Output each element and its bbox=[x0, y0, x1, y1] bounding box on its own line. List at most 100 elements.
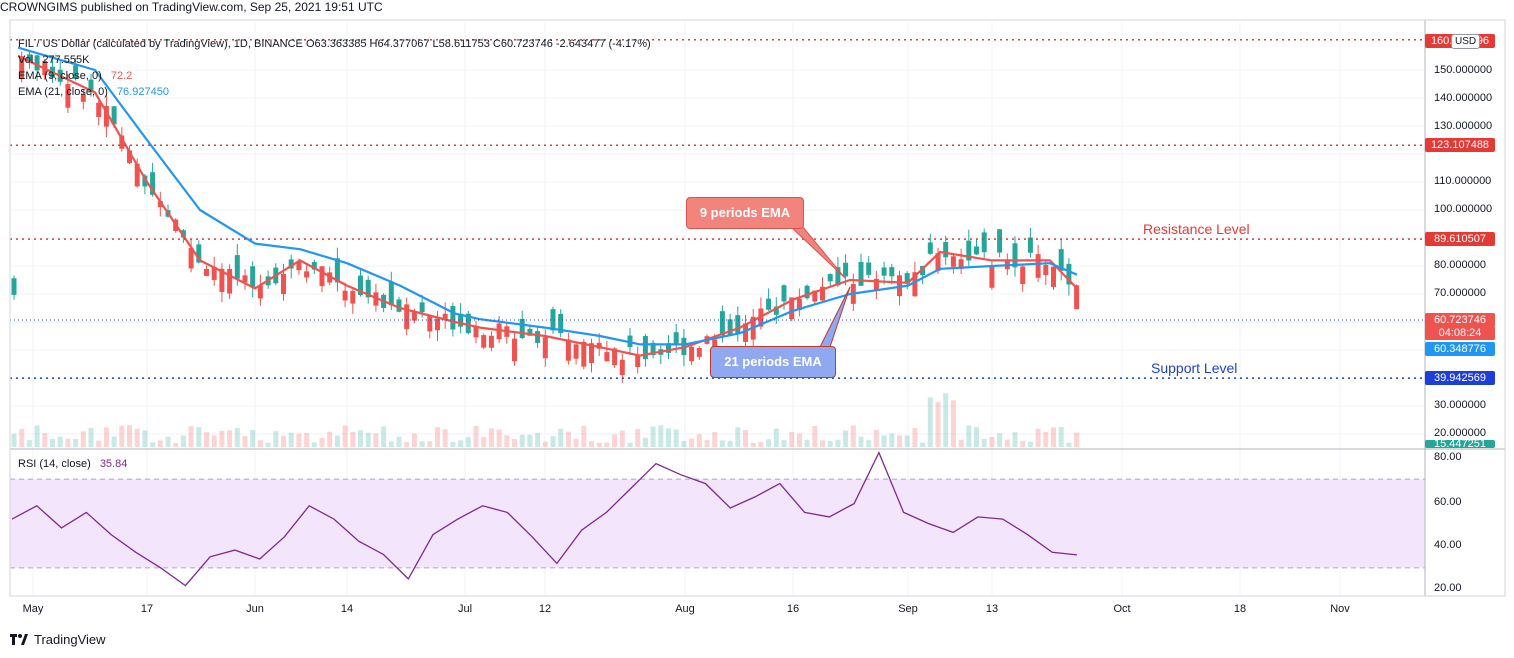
volume-bar bbox=[696, 434, 702, 447]
candle-body bbox=[404, 304, 410, 330]
candle-body bbox=[204, 268, 209, 276]
footer-brand[interactable]: TradingView bbox=[10, 632, 106, 647]
volume-bar bbox=[804, 439, 810, 447]
candle-body bbox=[796, 298, 802, 311]
candle-body bbox=[781, 285, 787, 302]
volume-bar bbox=[488, 428, 494, 447]
volume-bar bbox=[897, 435, 902, 447]
candle-body bbox=[103, 106, 109, 127]
volume-bar bbox=[334, 435, 340, 447]
resistance-tag: 89.610507 bbox=[1425, 232, 1495, 246]
candle-body bbox=[966, 240, 972, 261]
volume-bar bbox=[365, 432, 371, 447]
volume-bar bbox=[866, 440, 872, 447]
ema9-legend: EMA (9, close, 0) 72.2 bbox=[18, 70, 132, 82]
volume-bar bbox=[589, 441, 594, 447]
candle-body bbox=[488, 335, 494, 348]
date-label: Jun bbox=[246, 603, 264, 615]
candle-body bbox=[920, 265, 926, 276]
volume-bar bbox=[904, 435, 910, 447]
volume-bar bbox=[950, 400, 956, 447]
volume-bar bbox=[427, 441, 433, 447]
volume-bar bbox=[458, 440, 464, 447]
candle-body bbox=[319, 266, 325, 287]
volume-bar bbox=[404, 442, 410, 447]
candle-body bbox=[26, 54, 32, 62]
volume-bar bbox=[296, 433, 302, 447]
volume-bar bbox=[558, 428, 564, 447]
rsi-line bbox=[11, 451, 1078, 587]
volume-bar bbox=[512, 438, 517, 447]
candle-body bbox=[950, 256, 956, 267]
candle-body bbox=[80, 94, 86, 102]
volume-bar bbox=[319, 437, 325, 447]
candle-body bbox=[1058, 249, 1064, 271]
candle-body bbox=[789, 297, 795, 320]
date-label: Oct bbox=[1113, 603, 1131, 615]
volume-bar bbox=[103, 427, 109, 447]
volume-bar bbox=[396, 436, 402, 447]
ema9-label: EMA (9, close, 0) bbox=[18, 70, 102, 82]
volume-bar bbox=[11, 433, 17, 447]
volume-bar bbox=[581, 425, 587, 447]
volume-bar bbox=[743, 430, 748, 447]
volume-bar bbox=[311, 442, 317, 447]
candle-body bbox=[619, 359, 625, 376]
candle-body bbox=[550, 309, 556, 331]
rsi-label: RSI (14, close) bbox=[18, 458, 91, 470]
currency-badge[interactable]: USD bbox=[1451, 34, 1481, 49]
date-label: Aug bbox=[675, 603, 695, 615]
rsi-band bbox=[10, 479, 1425, 568]
volume-bar bbox=[388, 441, 394, 447]
volume-bar bbox=[1051, 427, 1056, 447]
volume-bar bbox=[411, 433, 417, 447]
vol-legend: Vol 277.555K bbox=[18, 54, 89, 66]
volume-bar bbox=[796, 433, 802, 447]
brand-name: TradingView bbox=[34, 632, 106, 647]
volume-bar bbox=[843, 430, 849, 447]
candle-body bbox=[358, 275, 363, 296]
candle-body bbox=[411, 311, 417, 321]
date-label: 16 bbox=[786, 603, 800, 615]
ema21-value: 76.927450 bbox=[116, 86, 169, 98]
candle-body bbox=[604, 352, 610, 362]
candle-body bbox=[196, 244, 202, 263]
candle-body bbox=[1035, 254, 1041, 278]
candle-body bbox=[881, 267, 887, 276]
volume-bar bbox=[373, 433, 379, 447]
volume-bar bbox=[358, 430, 363, 447]
candle-body bbox=[858, 262, 864, 286]
volume-bar bbox=[288, 432, 294, 447]
volume-bar bbox=[127, 425, 132, 447]
volume-bar bbox=[889, 433, 895, 447]
candle-body bbox=[1074, 285, 1080, 310]
candle-body bbox=[1051, 266, 1056, 287]
publisher-line: CROWNGIMS published on TradingView.com, … bbox=[0, 0, 383, 14]
rsi-value: 35.84 bbox=[99, 458, 128, 470]
candle-body bbox=[943, 242, 949, 258]
symbol-line: FIL / US Dollar (calculated by TradingVi… bbox=[18, 38, 651, 50]
date-label: 12 bbox=[538, 603, 552, 615]
candle-body bbox=[558, 313, 564, 334]
candle-body bbox=[689, 346, 695, 362]
candle-body bbox=[735, 315, 741, 334]
chart-frame bbox=[9, 19, 1506, 597]
volume-bar bbox=[157, 440, 163, 447]
date-label: 13 bbox=[985, 603, 999, 615]
volume-bar bbox=[627, 442, 633, 447]
ema21-legend: EMA (21, close, 0) 76.927450 bbox=[18, 86, 169, 98]
candle-body bbox=[219, 268, 225, 293]
ema-line bbox=[17, 55, 1078, 357]
volume-bar bbox=[180, 435, 186, 447]
candle-body bbox=[958, 259, 964, 270]
candle-body bbox=[311, 262, 317, 270]
volume-bar bbox=[150, 442, 156, 447]
volume-bar bbox=[442, 429, 448, 447]
volume-bar bbox=[750, 442, 756, 447]
rsi-legend: RSI (14, close) 35.84 bbox=[18, 458, 127, 470]
volume-bar bbox=[719, 440, 725, 447]
volume-bar bbox=[642, 437, 648, 447]
volume-bar bbox=[419, 441, 425, 447]
candle-body bbox=[242, 275, 248, 283]
